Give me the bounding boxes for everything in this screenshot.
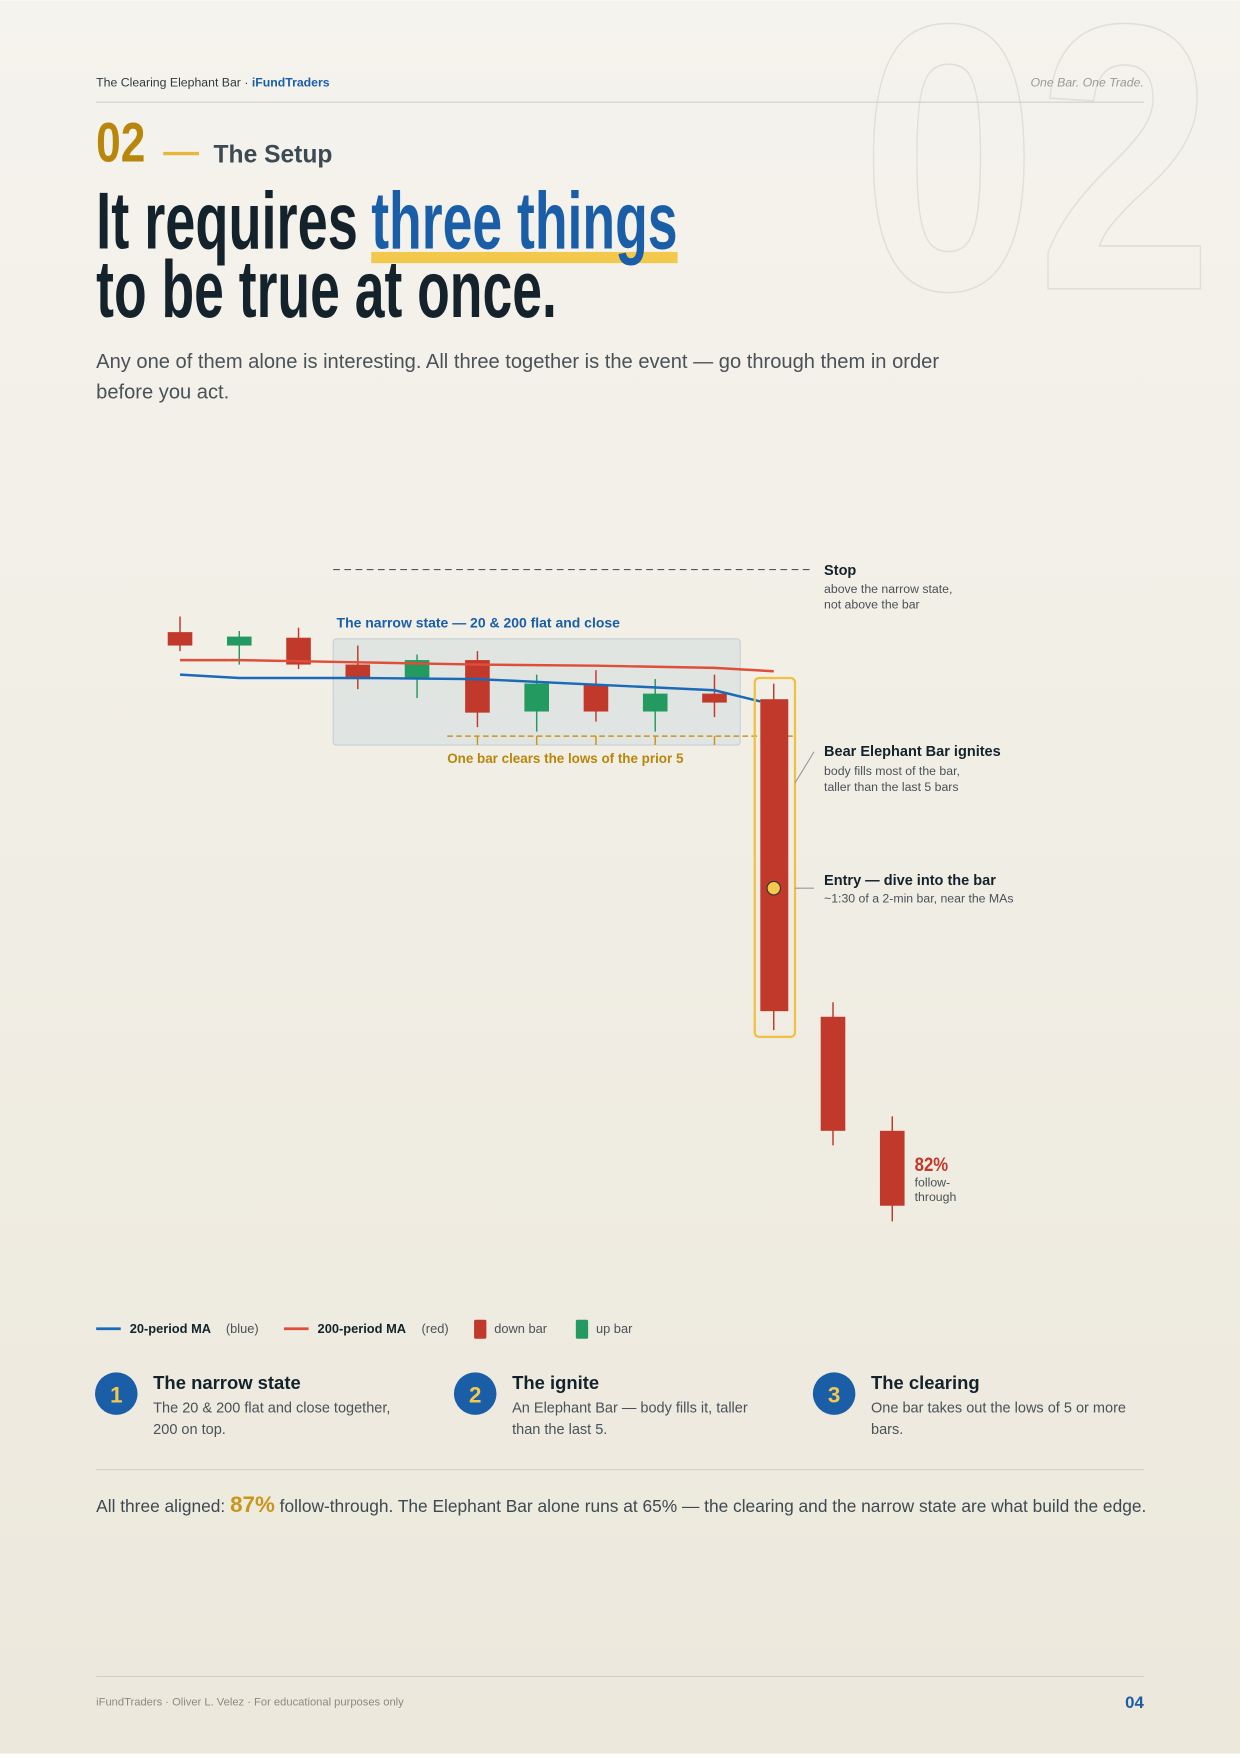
ma-20 (179, 673, 761, 703)
tagline: One Bar. One Trade. (1031, 75, 1144, 89)
steps: 1 The narrow state The 20 & 200 flat and c… (95, 1372, 1126, 1438)
legend-label: down bar (494, 1321, 548, 1336)
separator: · (244, 75, 248, 89)
intro-line: Any one of them alone is interesting. Al… (96, 351, 939, 373)
intro-line: before you act. (96, 381, 229, 403)
step-number: 1 (110, 1383, 122, 1408)
note-line: through (915, 1190, 957, 1204)
doc-title: The Clearing Elephant Bar (96, 75, 241, 89)
step-title: The clearing (871, 1372, 980, 1393)
intro: Any one of them alone is interesting. Al… (96, 351, 939, 403)
ignite-title: Bear Elephant Bar ignites (824, 744, 1001, 760)
note-line: not above the bar (824, 598, 920, 612)
bar (820, 1016, 846, 1131)
step-text: One bar takes out the lows of 5 or more (871, 1401, 1126, 1417)
section-number: 02 (96, 110, 145, 173)
header: The Clearing Elephant Bar · iFundTraders (96, 75, 330, 89)
step-text: The 20 & 200 flat and close together, (153, 1401, 390, 1417)
stop-title: Stop (824, 563, 856, 579)
elephant-bar (760, 699, 789, 1012)
legend-note: (red) (422, 1321, 449, 1336)
follow-stat: 82% (915, 1155, 949, 1176)
legend-label: up bar (596, 1321, 633, 1336)
summary-rest: follow-through. The Elephant Bar alone r… (280, 1496, 1147, 1516)
note-line: above the narrow state, (824, 582, 952, 596)
elephant-frame (753, 676, 797, 1039)
step-badge (95, 1372, 138, 1415)
step-title: The ignite (512, 1372, 599, 1393)
note-line: follow- (915, 1176, 951, 1190)
step-badge (453, 1372, 497, 1415)
entry-title: Entry — dive into the bar (824, 873, 996, 889)
highlight-bar (371, 251, 678, 264)
entry-note: ~1:30 of a 2-min bar, near the MAs (824, 892, 1013, 906)
headline: to be true at once. (96, 245, 557, 335)
headline: It requires (96, 177, 358, 267)
step-text: 200 on top. (153, 1422, 226, 1438)
entry-dot (766, 880, 782, 896)
step-text: than the last 5. (512, 1422, 607, 1438)
ma-200 (180, 658, 774, 673)
section-title: The Setup (214, 142, 333, 169)
legend-label: 20-period MA (130, 1321, 211, 1336)
stop-note: above the narrow state, not above the bar (824, 582, 952, 612)
legend-note: (blue) (226, 1321, 259, 1336)
footer-credit: iFundTraders · Oliver L. Velez · For edu… (96, 1697, 404, 1709)
summary-stat: 87% (230, 1492, 275, 1517)
headline-highlight: three things (371, 177, 677, 267)
ignite-note: body fills most of the bar, taller than t… (824, 764, 960, 794)
brand: iFundTraders (252, 75, 330, 89)
step-text: bars. (871, 1422, 903, 1438)
legend: 20-period MA (blue) 200-period MA (red) do… (96, 1319, 633, 1339)
clearing-label: One bar clears the lows of the prior 5 (447, 751, 684, 766)
note-line: body fills most of the bar, (824, 764, 960, 778)
step-number: 2 (469, 1383, 481, 1408)
legend-label: 200-period MA (318, 1321, 407, 1336)
narrow-label: The narrow state — 20 & 200 flat and clo… (337, 615, 621, 631)
step-number: 3 (828, 1383, 840, 1408)
page-number: 04 (1125, 1693, 1144, 1712)
leader (794, 751, 815, 784)
figure: Stop above the narrow state, not above th… (167, 563, 1014, 1222)
step-text: An Elephant Bar — body fills it, taller (512, 1401, 748, 1417)
svg-text:20-period MA(blue): 20-period MA (blue) (130, 1321, 259, 1336)
bar (879, 1130, 905, 1206)
clearing-ticks (476, 736, 716, 746)
summary-lead: All three aligned: (96, 1496, 225, 1516)
follow-note: follow-through (915, 1176, 957, 1205)
step-badge (812, 1372, 856, 1415)
svg-text:200-period MA(red): 200-period MA (red) (318, 1321, 449, 1336)
step-title: The narrow state (153, 1372, 301, 1393)
note-line: taller than the last 5 bars (824, 780, 958, 794)
watermark: 02 (861, 0, 1213, 370)
summary: All three aligned: 87% follow-through. T… (96, 1492, 1146, 1517)
